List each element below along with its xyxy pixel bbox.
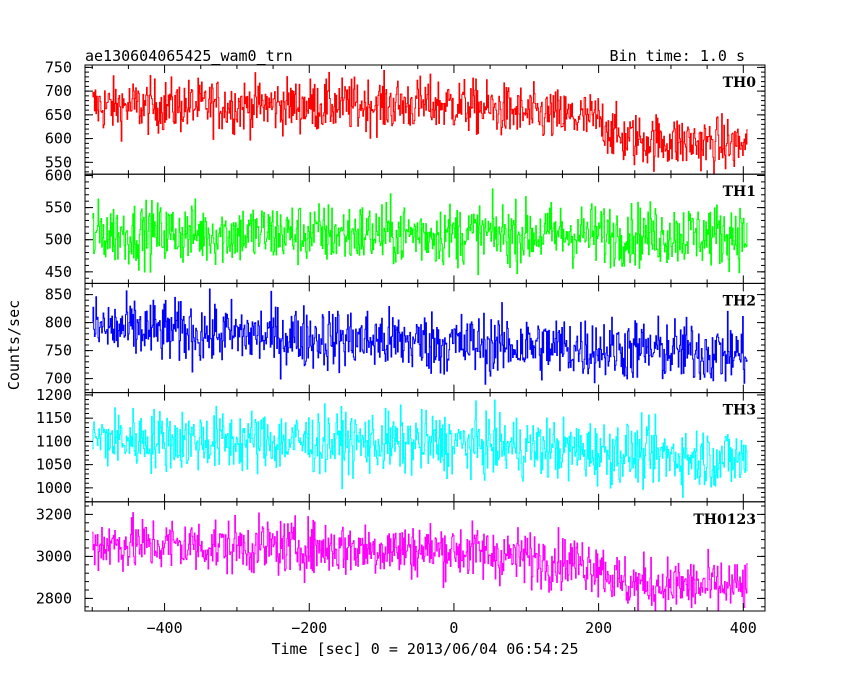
y-tick-label: 750 [45, 58, 72, 76]
y-tick-label: 2800 [36, 589, 72, 607]
y-tick-label: 3200 [36, 505, 72, 523]
series-label-th3: TH3 [723, 403, 756, 419]
y-tick-label: 1150 [36, 409, 72, 427]
panels-group: 550600650700750TH0450500550600TH17007508… [36, 58, 766, 612]
series-label-th0: TH0 [723, 75, 757, 91]
x-tick-label: 400 [730, 619, 757, 637]
series-line-th0123 [92, 512, 748, 611]
y-axis-label: Counts/sec [5, 300, 23, 390]
y-tick-label: 850 [45, 286, 72, 304]
y-tick-label: 550 [45, 153, 72, 171]
bin-time-label: Bin time: 1.0 s [610, 47, 745, 65]
y-tick-label: 700 [45, 82, 72, 100]
y-tick-label: 500 [45, 231, 72, 249]
y-tick-label: 1050 [36, 456, 72, 474]
y-tick-label: 550 [45, 199, 72, 217]
series-label-th2: TH2 [723, 293, 756, 309]
series-line-th1 [92, 188, 748, 276]
y-tick-label: 650 [45, 106, 72, 124]
series-line-th0 [92, 69, 748, 175]
panel-th2: 700 750 800 850 TH2 [45, 282, 766, 394]
panel-th1: 450 500 550 600 TH1 [45, 166, 766, 284]
y-tick-label: 800 [45, 314, 72, 332]
x-tick-label: −400 [147, 619, 183, 637]
x-axis-label: Time [sec] 0 = 2013/06/04 06:54:25 [271, 640, 578, 658]
y-tick-label: 600 [45, 130, 72, 148]
series-line-th3 [92, 399, 748, 498]
series-line-th2 [92, 288, 748, 385]
panel-th0123: 2800 3000 3200 TH0123 [36, 501, 766, 612]
y-tick-label: 600 [45, 166, 72, 184]
y-tick-label: 1100 [36, 432, 72, 450]
y-tick-label: 1000 [36, 479, 72, 497]
series-label-th1: TH1 [723, 184, 756, 200]
y-tick-label: 700 [45, 370, 72, 388]
series-label-th0123: TH0123 [693, 512, 756, 528]
y-tick-label: 1200 [36, 386, 72, 404]
y-tick-label: 450 [45, 263, 72, 281]
chart-title: ae130604065425_wam0_trn [85, 47, 293, 65]
y-tick-label: 3000 [36, 547, 72, 565]
x-tick-label: 200 [585, 619, 612, 637]
panel-th0: 550 600 650 700 750 TH0 [45, 58, 766, 175]
x-ticks-group: −400 −200 0 200 400 [147, 619, 757, 637]
x-tick-label: −200 [291, 619, 327, 637]
y-tick-label: 750 [45, 342, 72, 360]
x-tick-label: 0 [449, 619, 458, 637]
panel-th3: 1000 1050 1100 1150 1200 TH3 [36, 386, 766, 503]
